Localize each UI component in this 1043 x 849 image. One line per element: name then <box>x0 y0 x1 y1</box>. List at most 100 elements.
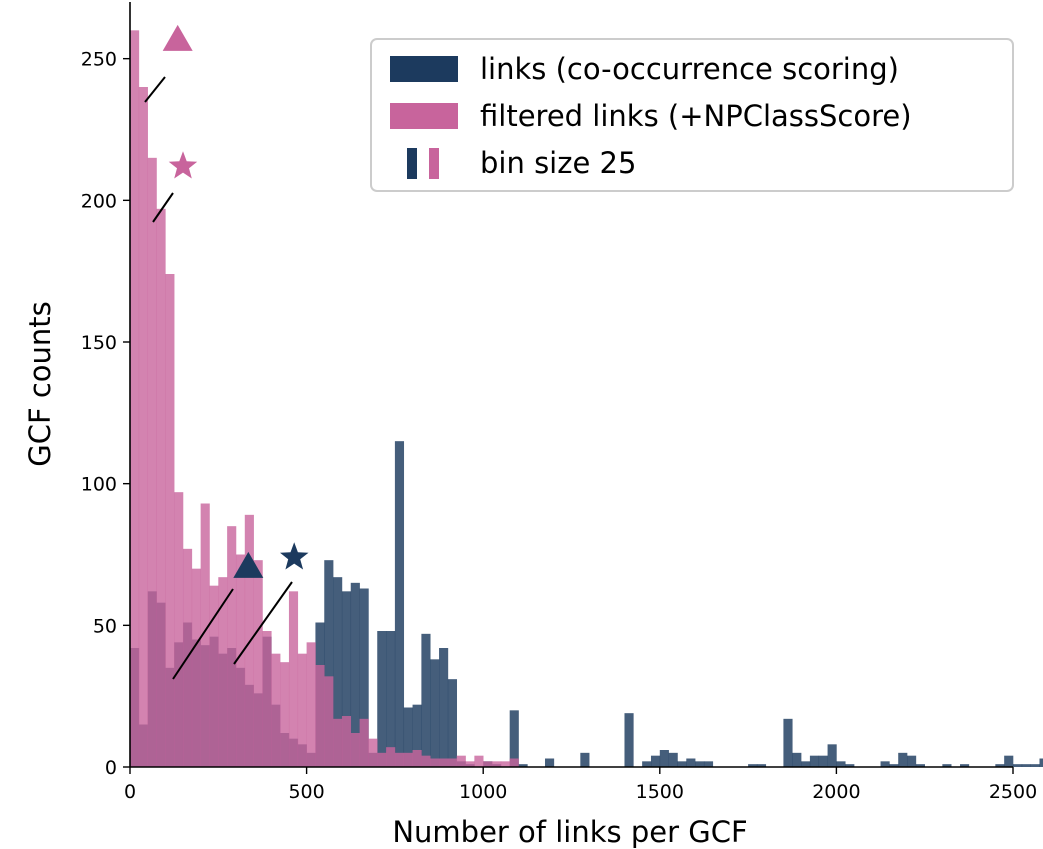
filtered-bar-7 <box>191 568 201 767</box>
x-axis-ticks: 0 500 1000 1500 2000 2500 <box>124 767 1037 803</box>
marker-pointers <box>144 76 293 680</box>
filtered-bar-3 <box>156 208 166 767</box>
y-tick-label-150: 150 <box>81 332 117 354</box>
y-axis-ticks: 0 50 100 150 200 250 <box>81 49 130 779</box>
links-bar-44 <box>518 764 528 767</box>
links-star-marker <box>280 542 309 570</box>
filtered-bar-17 <box>280 662 290 767</box>
filtered-bar-32 <box>412 750 422 767</box>
links-bar-64 <box>695 761 705 767</box>
filtered-bar-31 <box>403 752 413 767</box>
links-bar-65 <box>703 761 714 767</box>
links-bar-77 <box>809 755 820 767</box>
filtered-bar-16 <box>271 653 281 767</box>
links-star-pointer <box>233 581 293 665</box>
links-bar-63 <box>686 758 696 767</box>
filtered-triangle-marker <box>162 24 193 51</box>
links-bar-79 <box>827 744 837 767</box>
filtered-bar-33 <box>421 755 431 767</box>
links-triangle-pointer <box>172 588 234 680</box>
x-tick-label-0: 0 <box>124 781 136 803</box>
filtered-bar-14 <box>253 560 263 767</box>
links-bar-60 <box>659 750 669 767</box>
links-bar-62 <box>677 761 687 767</box>
filtered-bar-5 <box>174 492 184 767</box>
legend-frame <box>370 38 1014 192</box>
links-bar-28 <box>377 631 387 767</box>
links-bar-59 <box>650 755 661 767</box>
links-bar-29 <box>386 631 396 767</box>
links-bar-89 <box>915 764 925 767</box>
links-bar-47 <box>545 758 555 767</box>
links-bar-31 <box>403 707 413 767</box>
links-bar-100 <box>1013 764 1023 767</box>
links-bar-23 <box>333 577 343 767</box>
links-bar-88 <box>907 755 917 767</box>
links-bar-78 <box>818 755 828 767</box>
links-bar-75 <box>792 752 802 767</box>
links-bar-25 <box>350 582 360 767</box>
filtered-bar-41 <box>492 761 502 767</box>
links-bar-102 <box>1030 764 1040 767</box>
x-tick-label-2000: 2000 <box>812 781 860 803</box>
filtered-bar-34 <box>430 758 440 767</box>
filtered-bar-43 <box>509 758 519 767</box>
links-bar-94 <box>960 764 970 767</box>
x-tick-label-500: 500 <box>288 781 324 803</box>
links-bar-70 <box>748 764 758 767</box>
filtered-bar-29 <box>386 747 396 767</box>
legend: links (co-occurrence scoring) filtered l… <box>370 38 1014 192</box>
filtered-bar-37 <box>456 755 466 767</box>
links-bar-34 <box>430 659 440 767</box>
filtered-bar-25 <box>350 733 360 767</box>
links-bar-58 <box>642 761 652 767</box>
filtered-bar-15 <box>262 631 272 767</box>
filtered-star-pointer <box>152 192 174 223</box>
links-bar-24 <box>341 591 352 767</box>
filtered-bar-35 <box>439 758 449 767</box>
filtered-bar-1 <box>138 87 148 767</box>
y-axis-title: GCF counts <box>23 301 57 467</box>
links-bar-32 <box>412 704 422 767</box>
filtered-bar-8 <box>200 503 210 767</box>
links-bar-86 <box>889 764 899 767</box>
filtered-bar-26 <box>359 718 369 767</box>
filtered-triangle-pointer <box>144 76 166 103</box>
links-bar-92 <box>942 764 952 767</box>
filtered-bar-10 <box>218 577 228 767</box>
filtered-bar-27 <box>368 738 378 767</box>
legend-bin-swatch-dark <box>407 148 417 179</box>
filtered-bar-11 <box>227 526 237 767</box>
filtered-bar-21 <box>315 665 325 767</box>
filtered-bar-22 <box>324 676 334 767</box>
links-bar-61 <box>668 752 678 767</box>
filtered-bar-30 <box>394 752 405 767</box>
markers <box>162 24 309 578</box>
y-tick-label-250: 250 <box>81 49 117 71</box>
links-bar-80 <box>836 761 846 767</box>
legend-swatch-links <box>390 56 458 82</box>
legend-label-filtered: filtered links (+NPClassScore) <box>480 99 912 133</box>
filtered-bar-4 <box>165 274 175 767</box>
links-bar-81 <box>845 764 855 767</box>
filtered-bar-12 <box>235 554 246 767</box>
links-bar-26 <box>359 588 369 767</box>
filtered-star-marker <box>168 151 198 179</box>
filtered-bar-20 <box>306 642 316 767</box>
links-bar-35 <box>439 648 449 767</box>
filtered-bar-38 <box>465 761 475 767</box>
links-bar-71 <box>756 764 767 767</box>
filtered-bar-36 <box>447 758 458 767</box>
y-tick-label-50: 50 <box>93 615 117 637</box>
legend-label-bin-size: bin size 25 <box>480 146 636 180</box>
links-bar-36 <box>447 679 458 767</box>
links-bar-87 <box>898 752 908 767</box>
filtered-bar-42 <box>500 761 510 767</box>
x-tick-label-1000: 1000 <box>459 781 507 803</box>
links-bar-76 <box>801 761 811 767</box>
filtered-bar-23 <box>333 718 343 767</box>
filtered-bar-9 <box>209 585 219 767</box>
y-tick-label-0: 0 <box>105 757 117 779</box>
links-bar-98 <box>995 764 1005 767</box>
